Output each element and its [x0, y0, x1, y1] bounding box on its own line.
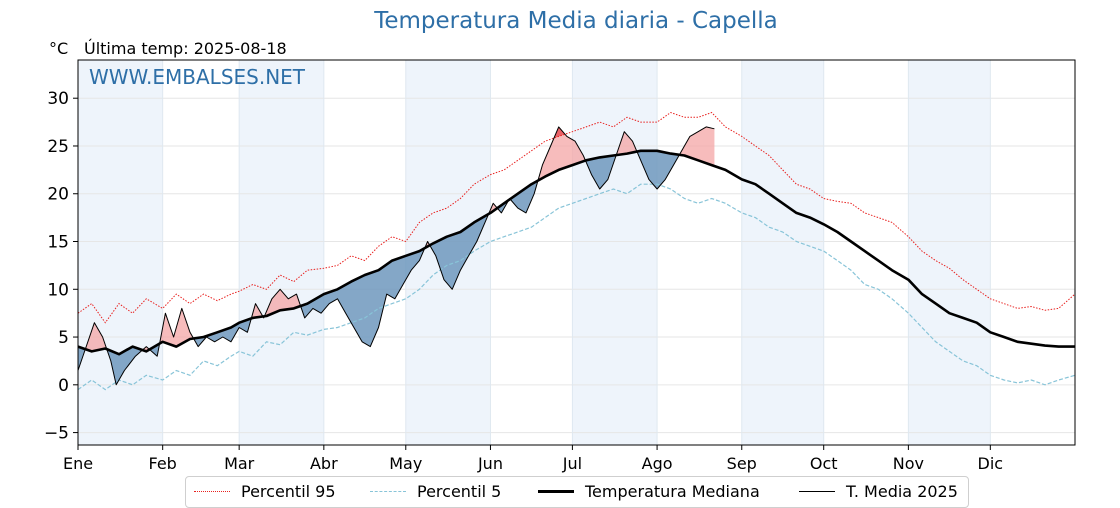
y-tick-label: 30 — [47, 89, 69, 109]
fill-below-median — [586, 155, 617, 189]
y-tick-label: −5 — [44, 424, 69, 444]
series-line-percentil-95 — [77, 111, 1076, 324]
fill-above-median — [538, 126, 586, 181]
last-temp-label: Última temp: 2025-08-18 — [84, 39, 287, 58]
month-stripe — [239, 60, 324, 445]
y-tick-label: 5 — [58, 328, 69, 348]
fill-below-median — [430, 214, 489, 290]
fill-above-median — [251, 303, 263, 319]
x-tick-label: Sep — [727, 454, 757, 473]
legend: Percentil 95 Percentil 5 Temperatura Med… — [185, 476, 969, 508]
plot-frame — [77, 59, 1076, 446]
series-line-temperatura-mediana — [77, 149, 1075, 356]
month-stripe — [741, 60, 824, 445]
chart-title: Temperatura Media diaria - Capella — [374, 8, 778, 34]
y-tick-label: 25 — [47, 137, 69, 157]
fill-above-median — [265, 289, 301, 317]
x-tick-label: Mar — [224, 454, 255, 473]
fill-above-p95 — [553, 126, 565, 139]
legend-swatch-median — [538, 490, 574, 493]
fill-above-median — [616, 131, 637, 156]
x-tick-label: Dic — [978, 454, 1004, 473]
series-line-t-media-2025 — [77, 126, 715, 386]
x-tick-label: Ene — [63, 454, 93, 473]
x-tick-label: May — [389, 454, 422, 473]
y-tick-label: 15 — [47, 233, 69, 253]
y-tick-label: 10 — [47, 280, 69, 300]
x-tick-label: Ago — [642, 454, 673, 473]
legend-label-median: Temperatura Mediana — [585, 482, 760, 501]
y-tick-label: 0 — [58, 376, 69, 396]
fill-below-median — [637, 150, 679, 189]
month-stripe — [572, 60, 658, 445]
fill-below-median — [510, 180, 538, 213]
legend-label-p95: Percentil 95 — [241, 482, 336, 501]
legend-swatch-p95 — [194, 491, 230, 492]
legend-swatch-t2025 — [799, 491, 835, 492]
x-tick-label: Feb — [149, 454, 177, 473]
x-tick-label: Abr — [310, 454, 338, 473]
legend-label-t2025: T. Media 2025 — [846, 482, 958, 501]
fill-below-median — [149, 343, 160, 357]
x-tick-label: Oct — [810, 454, 838, 473]
x-tick-label: Nov — [893, 454, 924, 473]
watermark: WWW.EMBALSES.NET — [89, 65, 306, 89]
x-tick-label: Jul — [562, 454, 582, 473]
y-tick-label: 20 — [47, 185, 69, 205]
x-tick-label: Jun — [477, 454, 503, 473]
month-stripe — [78, 60, 163, 445]
series-line-percentil-5 — [77, 183, 1076, 391]
legend-swatch-p5 — [370, 491, 406, 492]
y-unit-label: °C — [49, 39, 69, 58]
fill-above-median — [85, 322, 107, 352]
month-stripe — [908, 60, 991, 445]
fill-below-median — [107, 346, 143, 385]
legend-label-p5: Percentil 5 — [417, 482, 502, 501]
fill-below-median — [301, 248, 425, 347]
